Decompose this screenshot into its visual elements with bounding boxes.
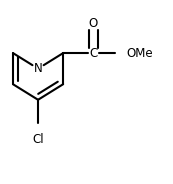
Text: N: N	[34, 62, 42, 75]
Text: OMe: OMe	[126, 47, 153, 60]
Text: O: O	[89, 17, 98, 30]
Text: Cl: Cl	[32, 133, 44, 146]
Text: C: C	[89, 47, 98, 60]
